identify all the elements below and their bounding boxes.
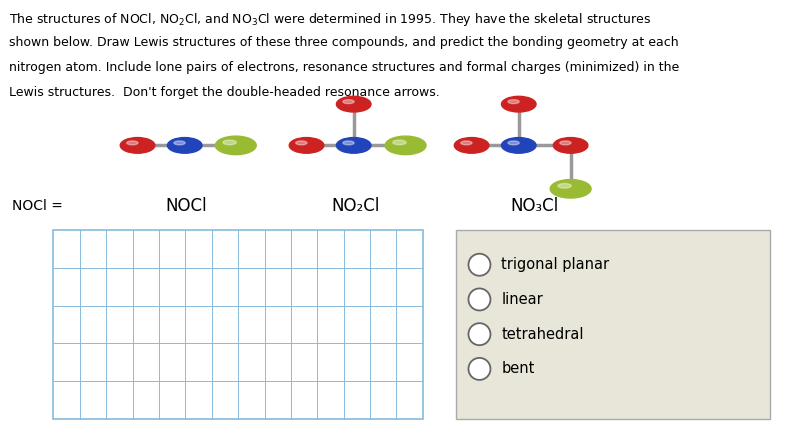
Text: The structures of NOCl, NO$_2$Cl, and NO$_3$Cl were determined in 1995. They hav: The structures of NOCl, NO$_2$Cl, and NO… xyxy=(9,11,652,28)
Ellipse shape xyxy=(289,138,324,153)
Ellipse shape xyxy=(461,141,472,145)
Text: trigonal planar: trigonal planar xyxy=(501,257,610,272)
Ellipse shape xyxy=(120,138,155,153)
Ellipse shape xyxy=(385,136,426,155)
Ellipse shape xyxy=(468,358,490,380)
Ellipse shape xyxy=(558,184,571,188)
Ellipse shape xyxy=(167,138,202,153)
Ellipse shape xyxy=(508,141,520,145)
Ellipse shape xyxy=(454,138,489,153)
Ellipse shape xyxy=(468,254,490,276)
Text: tetrahedral: tetrahedral xyxy=(501,327,584,342)
Ellipse shape xyxy=(468,289,490,310)
Text: NO₂Cl: NO₂Cl xyxy=(332,197,380,215)
Ellipse shape xyxy=(550,180,591,198)
Ellipse shape xyxy=(223,140,237,145)
Text: Lewis structures.  Don't forget the double-headed resonance arrows.: Lewis structures. Don't forget the doubl… xyxy=(9,86,440,99)
Ellipse shape xyxy=(127,141,138,145)
Ellipse shape xyxy=(560,141,571,145)
Ellipse shape xyxy=(296,141,307,145)
Ellipse shape xyxy=(468,323,490,345)
Ellipse shape xyxy=(508,100,520,104)
Text: bent: bent xyxy=(501,362,534,376)
Text: linear: linear xyxy=(501,292,543,307)
FancyBboxPatch shape xyxy=(53,230,423,419)
Ellipse shape xyxy=(501,138,536,153)
Text: NOCl: NOCl xyxy=(166,197,207,215)
Ellipse shape xyxy=(336,96,371,112)
Ellipse shape xyxy=(343,100,354,104)
Ellipse shape xyxy=(336,138,371,153)
Ellipse shape xyxy=(393,140,406,145)
Ellipse shape xyxy=(501,96,536,112)
Ellipse shape xyxy=(215,136,256,155)
Text: shown below. Draw Lewis structures of these three compounds, and predict the bon: shown below. Draw Lewis structures of th… xyxy=(9,36,679,49)
FancyBboxPatch shape xyxy=(456,230,770,419)
Text: NO₃Cl: NO₃Cl xyxy=(510,197,559,215)
Ellipse shape xyxy=(343,141,354,145)
Text: nitrogen atom. Include lone pairs of electrons, resonance structures and formal : nitrogen atom. Include lone pairs of ele… xyxy=(9,61,680,74)
Ellipse shape xyxy=(174,141,185,145)
Ellipse shape xyxy=(553,138,588,153)
Text: NOCl =: NOCl = xyxy=(12,199,63,213)
